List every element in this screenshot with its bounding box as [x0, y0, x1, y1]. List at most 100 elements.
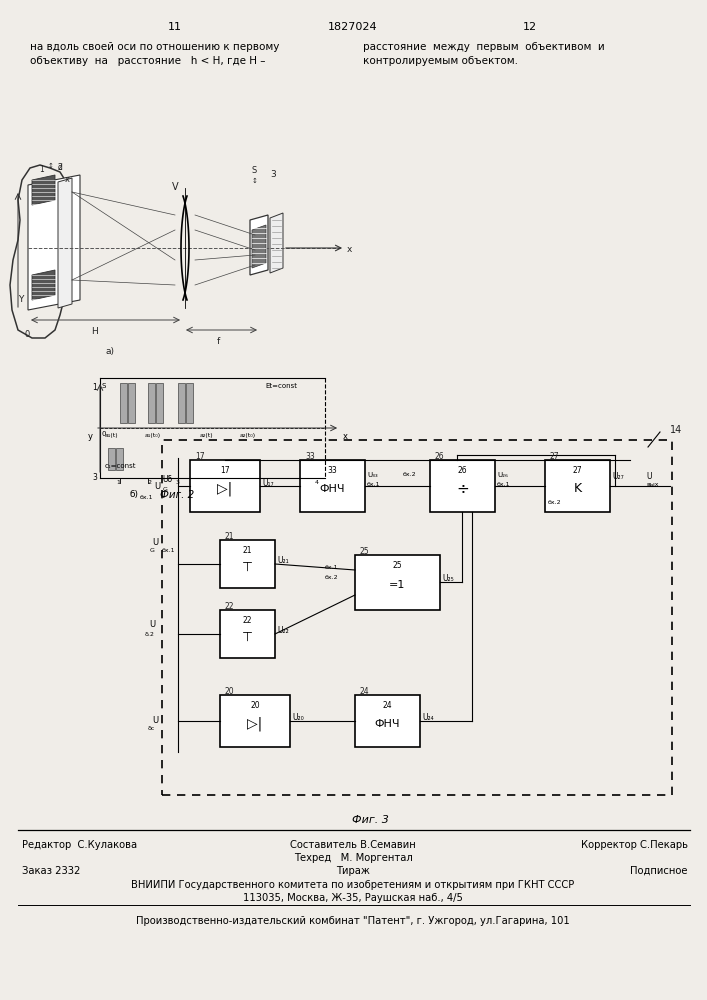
Text: y: y	[88, 432, 93, 441]
Text: бх.1: бх.1	[325, 565, 339, 570]
Bar	[355, 695, 420, 747]
Text: 4: 4	[315, 480, 319, 485]
Text: 33: 33	[305, 452, 315, 461]
Text: a₂(t₀): a₂(t₀)	[240, 433, 256, 438]
Text: контролируемым объектом.: контролируемым объектом.	[363, 56, 518, 66]
Bar	[156, 383, 163, 423]
Text: 2: 2	[148, 480, 152, 485]
Text: ⊤: ⊤	[242, 631, 253, 644]
Bar	[178, 383, 185, 423]
Text: 25: 25	[392, 561, 402, 570]
Text: S: S	[252, 166, 257, 175]
Polygon shape	[270, 213, 283, 273]
Text: 1: 1	[39, 165, 44, 174]
Polygon shape	[32, 270, 55, 300]
Text: 17: 17	[220, 466, 230, 475]
Text: ÷: ÷	[456, 482, 469, 496]
Text: U₂₀: U₂₀	[292, 713, 304, 722]
Bar	[116, 448, 123, 470]
Polygon shape	[58, 178, 72, 308]
Text: 22: 22	[243, 616, 252, 625]
Text: 21: 21	[225, 532, 235, 541]
Text: 21: 21	[243, 546, 252, 555]
Text: f: f	[216, 337, 220, 346]
Text: 14: 14	[670, 425, 682, 435]
Text: =1: =1	[390, 580, 406, 590]
Bar	[300, 460, 365, 512]
Text: Y: Y	[18, 295, 23, 304]
Text: Техред   М. Моргентал: Техред М. Моргентал	[293, 853, 412, 863]
Bar	[220, 540, 275, 588]
Text: 3: 3	[176, 480, 180, 485]
Text: Подписное: Подписное	[631, 866, 688, 876]
Text: G: G	[163, 487, 168, 492]
Text: 1: 1	[92, 383, 97, 392]
Text: U₂₂: U₂₂	[277, 626, 288, 635]
Text: x: x	[65, 175, 70, 184]
Text: 26: 26	[457, 466, 467, 475]
Text: 0: 0	[102, 431, 107, 437]
Text: U₂₇: U₂₇	[612, 472, 624, 481]
Text: Фиг. 2: Фиг. 2	[160, 490, 194, 500]
Text: a₁(t): a₁(t)	[105, 433, 119, 438]
Text: Et=const: Et=const	[265, 383, 297, 389]
Bar	[162, 440, 672, 795]
Text: U: U	[152, 538, 158, 547]
Text: бх.1: бх.1	[497, 482, 510, 487]
Text: 27: 27	[573, 466, 583, 475]
Text: а): а)	[105, 347, 115, 356]
Text: 3: 3	[270, 170, 276, 179]
Bar	[355, 555, 440, 610]
Polygon shape	[250, 215, 268, 275]
Bar	[190, 460, 260, 512]
Text: 33: 33	[327, 466, 337, 475]
Bar	[430, 460, 495, 512]
Text: 1: 1	[116, 480, 120, 485]
Text: ⊤: ⊤	[242, 560, 253, 574]
Text: 2: 2	[58, 163, 63, 172]
Text: бх.2: бх.2	[325, 575, 339, 580]
Bar	[186, 383, 193, 423]
Text: бх.1: бх.1	[162, 548, 175, 553]
Bar	[120, 383, 127, 423]
Text: Фиг. 3: Фиг. 3	[351, 815, 388, 825]
Text: U₂₁: U₂₁	[277, 556, 288, 565]
Text: x: x	[343, 432, 348, 441]
Text: Редактор  С.Кулакова: Редактор С.Кулакова	[22, 840, 137, 850]
Text: ▷|: ▷|	[247, 717, 262, 731]
Polygon shape	[28, 175, 80, 310]
Text: ▷|: ▷|	[217, 482, 233, 496]
Text: ФНЧ: ФНЧ	[375, 719, 400, 729]
Text: 25: 25	[360, 547, 370, 556]
Text: бх.1: бх.1	[367, 482, 380, 487]
Text: Uδ: Uδ	[162, 475, 172, 484]
Bar	[108, 448, 115, 470]
Text: S: S	[102, 383, 106, 389]
Text: U: U	[152, 716, 158, 725]
Text: U: U	[646, 472, 651, 481]
Text: ФНЧ: ФНЧ	[320, 484, 345, 494]
Text: δc: δc	[148, 726, 155, 731]
Text: V: V	[172, 182, 179, 192]
Text: H: H	[92, 327, 98, 336]
Bar	[128, 383, 135, 423]
Text: 11: 11	[168, 22, 182, 32]
Text: c₁=const: c₁=const	[105, 463, 136, 469]
Text: 20: 20	[225, 687, 235, 696]
Text: δ.2: δ.2	[145, 632, 155, 637]
Text: Производственно-издательский комбинат "Патент", г. Ужгород, ул.Гагарина, 101: Производственно-издательский комбинат "П…	[136, 916, 570, 926]
Text: Составитель В.Семавин: Составитель В.Семавин	[290, 840, 416, 850]
Bar	[220, 695, 290, 747]
Polygon shape	[32, 175, 55, 205]
Text: 26: 26	[435, 452, 445, 461]
Text: Корректор С.Пекарь: Корректор С.Пекарь	[581, 840, 688, 850]
Text: вых: вых	[646, 482, 658, 487]
Text: x: x	[347, 245, 352, 254]
Text: объективу  на   расстояние   h < H, где H –: объективу на расстояние h < H, где H –	[30, 56, 266, 66]
Text: 17: 17	[195, 452, 204, 461]
Text: 0: 0	[25, 330, 30, 339]
Text: 22: 22	[225, 602, 235, 611]
Text: ↕: ↕	[48, 163, 54, 169]
Text: бх.2: бх.2	[403, 472, 416, 477]
Text: бх.2: бх.2	[548, 500, 561, 505]
